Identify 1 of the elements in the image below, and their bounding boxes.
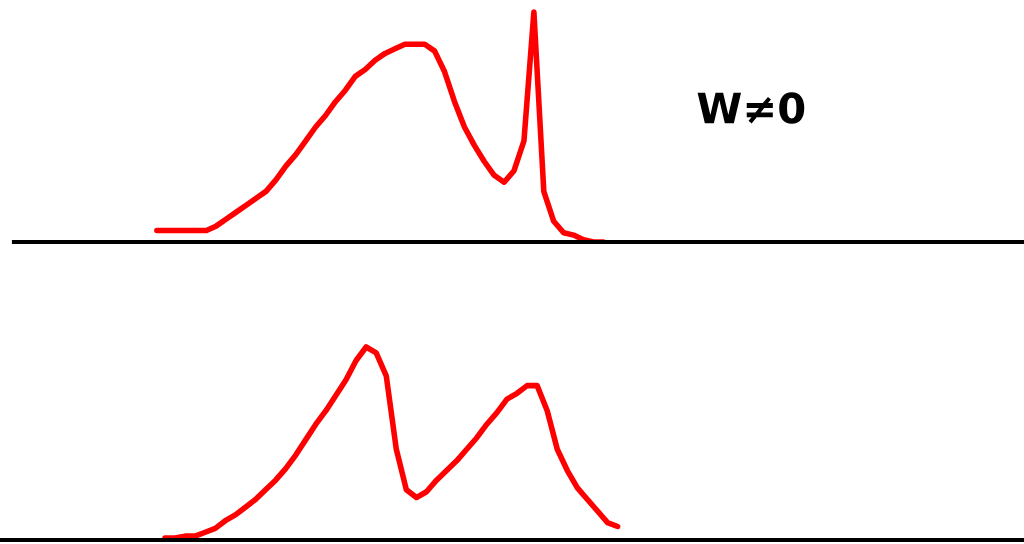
annotation: W≠0 — [697, 92, 805, 124]
